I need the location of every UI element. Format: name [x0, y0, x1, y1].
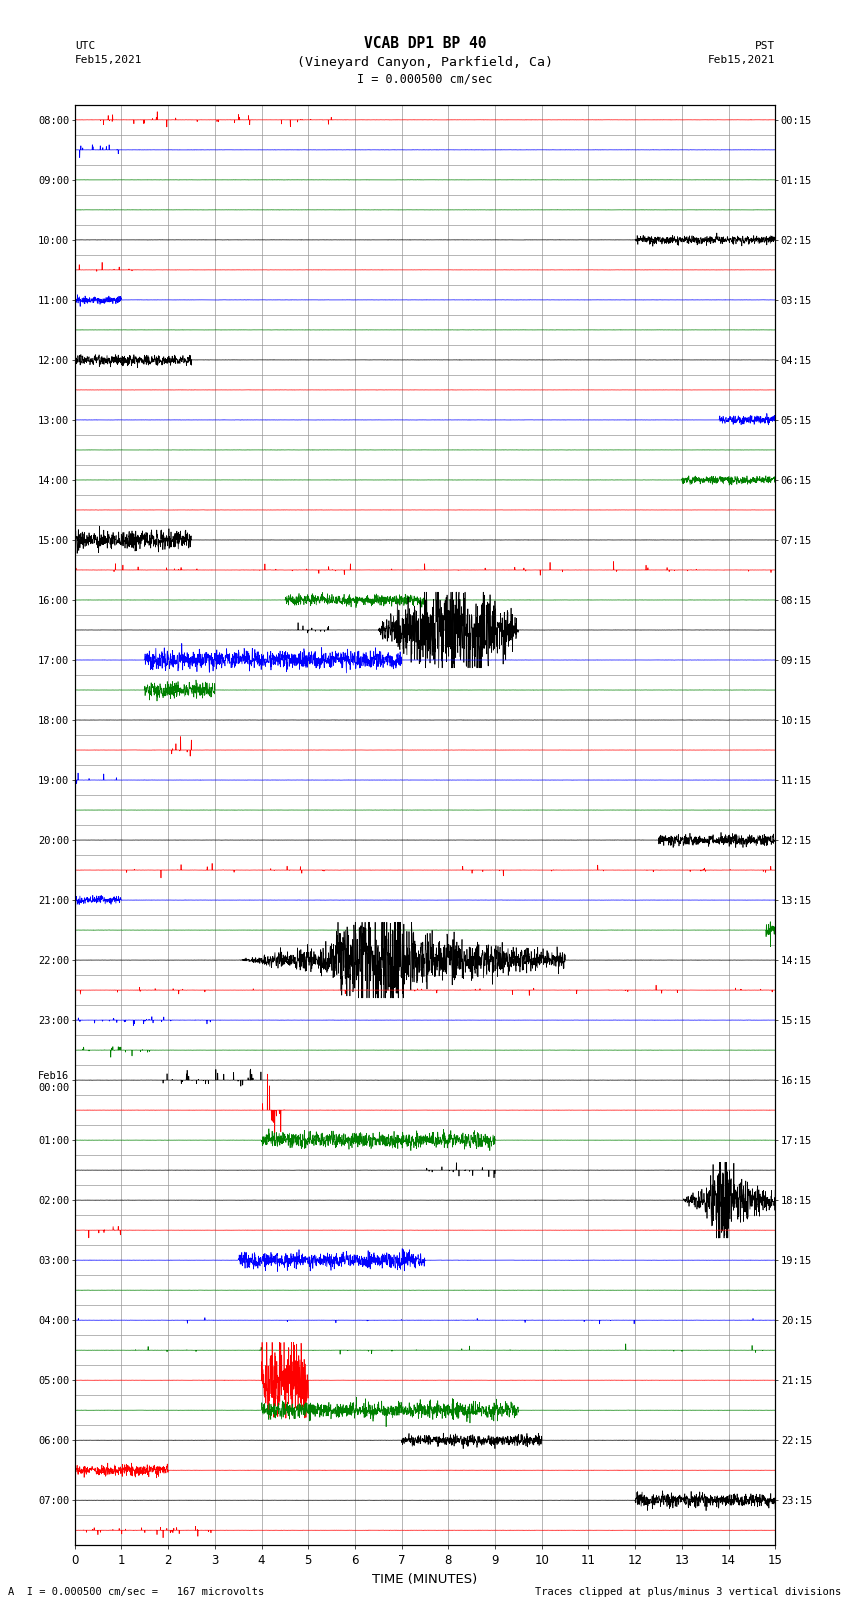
Text: Feb15,2021: Feb15,2021 [708, 55, 775, 65]
Text: PST: PST [755, 40, 775, 50]
Text: (Vineyard Canyon, Parkfield, Ca): (Vineyard Canyon, Parkfield, Ca) [297, 55, 553, 69]
Text: A  I = 0.000500 cm/sec =   167 microvolts: A I = 0.000500 cm/sec = 167 microvolts [8, 1587, 264, 1597]
Text: I = 0.000500 cm/sec: I = 0.000500 cm/sec [357, 73, 493, 85]
Text: UTC: UTC [75, 40, 95, 50]
Text: Feb15,2021: Feb15,2021 [75, 55, 142, 65]
Text: VCAB DP1 BP 40: VCAB DP1 BP 40 [364, 35, 486, 50]
X-axis label: TIME (MINUTES): TIME (MINUTES) [372, 1573, 478, 1586]
Text: Traces clipped at plus/minus 3 vertical divisions: Traces clipped at plus/minus 3 vertical … [536, 1587, 842, 1597]
